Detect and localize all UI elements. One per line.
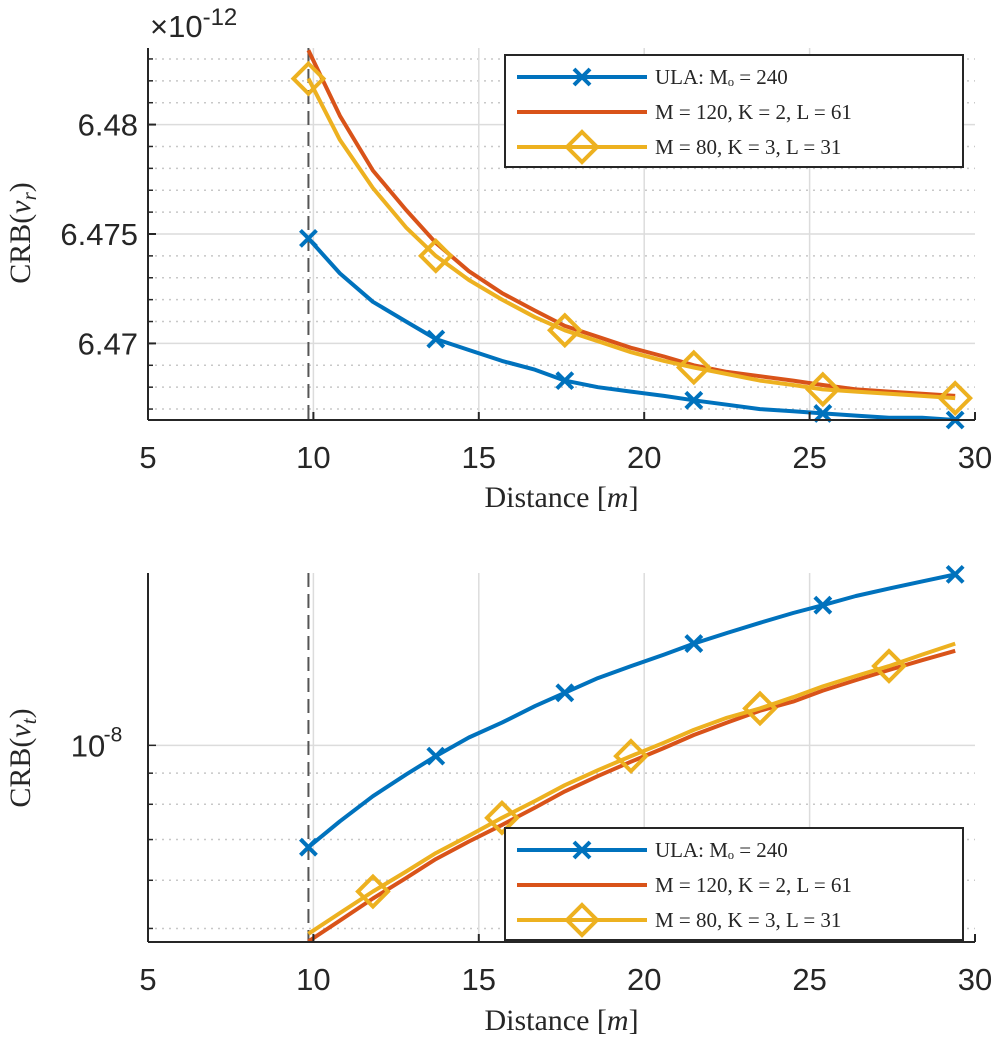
x-tick-label: 30	[958, 962, 992, 997]
series-line-1	[306, 49, 956, 398]
series-2-marker	[417, 238, 454, 274]
y-exponent-base: ×10	[150, 9, 203, 44]
legend: ULA: Mₒ = 240 M = 120, K = 2, L = 61 M = 8…	[504, 54, 964, 168]
series-2-marker	[484, 800, 520, 836]
legend-marker-0	[572, 840, 592, 860]
y-axis-title: CRB(vt)	[4, 708, 41, 807]
x-axis-title-close: ]	[629, 1004, 639, 1037]
series-line-0	[307, 573, 956, 849]
y-axis-title-close: )	[4, 708, 37, 718]
series-line-0	[306, 237, 956, 420]
y-axis-title-close: )	[4, 182, 37, 192]
y-tick-label: 10	[71, 728, 105, 763]
x-axis-title-text: Distance [	[484, 1004, 606, 1037]
series-2-marker	[937, 380, 973, 416]
legend-marker-2	[564, 129, 600, 165]
y-axis-title-sub: r	[17, 191, 41, 200]
x-tick-label: 20	[627, 440, 661, 475]
legend-label-2: M = 80, K = 3, L = 31	[655, 908, 841, 932]
series-0-marker	[813, 595, 833, 615]
series-2-marker	[675, 349, 712, 386]
y-tick-label: 6.48	[78, 108, 138, 143]
x-tick-label: 5	[139, 962, 156, 997]
y-axis-title-sub: t	[17, 717, 41, 724]
top-chart-panel: 5 10 15 20 25 30 6.47 6.475 6.48 ×10-12 Distance […	[4, 4, 992, 514]
legend-label-2: M = 80, K = 3, L = 31	[655, 135, 841, 159]
x-tick-label: 20	[627, 962, 661, 997]
series-0-marker	[555, 371, 575, 391]
series-0-marker	[299, 228, 318, 248]
x-axis-unit: m	[607, 481, 629, 514]
x-axis-title: Distance [m]	[484, 1004, 638, 1037]
y-axis-title-var: v	[4, 200, 37, 214]
series-2-marker	[546, 312, 583, 349]
x-tick-label: 25	[792, 440, 826, 475]
y-exponent-power: -12	[203, 4, 238, 31]
y-axis-title: CRB(vr)	[4, 182, 41, 284]
y-tick-label: 6.475	[60, 217, 138, 252]
series-line-2	[306, 77, 956, 401]
legend-label-1: M = 120, K = 2, L = 61	[655, 100, 852, 124]
series-line-1	[307, 648, 956, 942]
x-tick-label: 10	[296, 962, 330, 997]
series-2-marker	[290, 60, 327, 97]
x-axis-title: Distance [m]	[484, 481, 638, 514]
y-tick-exponent: -8	[104, 723, 123, 746]
legend: ULA: Mₒ = 240 M = 120, K = 2, L = 61 M = 8…	[504, 827, 964, 941]
series-group	[307, 573, 956, 942]
x-tick-label: 30	[958, 440, 992, 475]
series-0-marker	[945, 564, 965, 584]
y-axis-title-main: CRB(	[4, 738, 37, 808]
x-tick-label: 25	[792, 962, 826, 997]
y-axis-title-main: CRB(	[4, 214, 37, 284]
series-2-marker	[355, 873, 391, 910]
legend-label-1: M = 120, K = 2, L = 61	[655, 873, 852, 897]
x-tick-label: 15	[462, 440, 496, 475]
series-0-marker	[813, 404, 833, 423]
legend-marker-2	[564, 902, 600, 938]
series-0-marker	[684, 634, 704, 653]
legend-marker-0	[572, 67, 592, 87]
series-line-2	[307, 641, 956, 936]
y-tick-label: 6.47	[78, 326, 138, 361]
y-axis-title-var: v	[4, 724, 37, 738]
series-0-marker	[684, 390, 704, 410]
series-0-marker	[555, 683, 575, 703]
series-2-marker	[613, 738, 649, 774]
x-axis-title-close: ]	[629, 481, 639, 514]
series-0-marker	[299, 837, 318, 857]
markers-group	[299, 564, 965, 910]
grid	[148, 48, 975, 420]
legend-label-0: ULA: Mₒ = 240	[655, 838, 788, 862]
x-tick-label: 15	[462, 962, 496, 997]
series-2-marker	[871, 648, 907, 684]
x-axis-title-text: Distance [	[484, 481, 606, 514]
x-tick-label: 10	[296, 440, 330, 475]
x-axis-unit: m	[607, 1004, 629, 1037]
series-0-marker	[426, 746, 446, 766]
series-2-marker	[742, 690, 778, 727]
legend-label-0: ULA: Mₒ = 240	[655, 65, 788, 89]
series-0-marker	[426, 329, 446, 349]
y-exponent-label: ×10-12	[150, 4, 237, 44]
markers-group	[290, 60, 973, 430]
x-tick-label: 5	[139, 440, 156, 475]
series-group	[306, 49, 956, 420]
series-2-marker	[805, 371, 841, 408]
